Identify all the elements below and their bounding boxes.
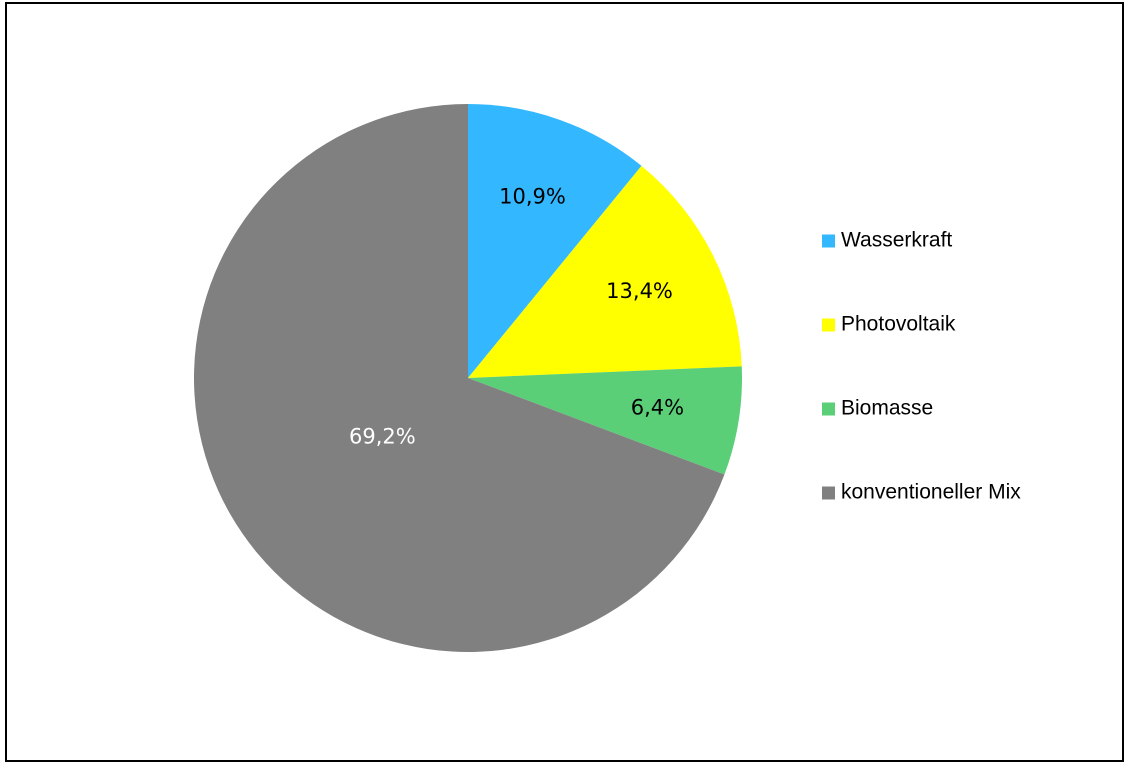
data-label-biomasse: 6,4% <box>631 395 684 419</box>
legend-swatch-photovoltaik <box>822 318 835 332</box>
pie-slice-biomasse <box>468 366 742 475</box>
pie-slice-konventioneller-mix <box>193 104 725 652</box>
legend-item-wasserkraft: Wasserkraft <box>822 229 952 252</box>
legend-label-photovoltaik: Photovoltaik <box>841 313 956 336</box>
pie-slices <box>193 104 742 652</box>
legend-item-konventioneller-mix: konventioneller Mix <box>822 481 1021 504</box>
legend-swatch-konventioneller-mix <box>822 486 835 500</box>
slice-labels: 10,9% 13,4% 6,4% 69,2% <box>349 184 684 448</box>
legend-label-biomasse: Biomasse <box>841 397 933 420</box>
data-label-konventioneller-mix: 69,2% <box>349 424 416 448</box>
data-label-photovoltaik: 13,4% <box>606 279 673 303</box>
legend: Wasserkraft Photovoltaik Biomasse konventio… <box>822 229 1021 504</box>
legend-item-photovoltaik: Photovoltaik <box>822 313 956 336</box>
legend-item-biomasse: Biomasse <box>822 397 933 420</box>
pie-slice-wasserkraft <box>468 104 642 378</box>
data-label-wasserkraft: 10,9% <box>499 184 566 208</box>
legend-label-konventioneller-mix: konventioneller Mix <box>841 481 1021 504</box>
legend-swatch-biomasse <box>822 402 835 416</box>
legend-label-wasserkraft: Wasserkraft <box>841 229 952 252</box>
pie-slice-photovoltaik <box>468 165 742 378</box>
legend-swatch-wasserkraft <box>822 234 835 248</box>
